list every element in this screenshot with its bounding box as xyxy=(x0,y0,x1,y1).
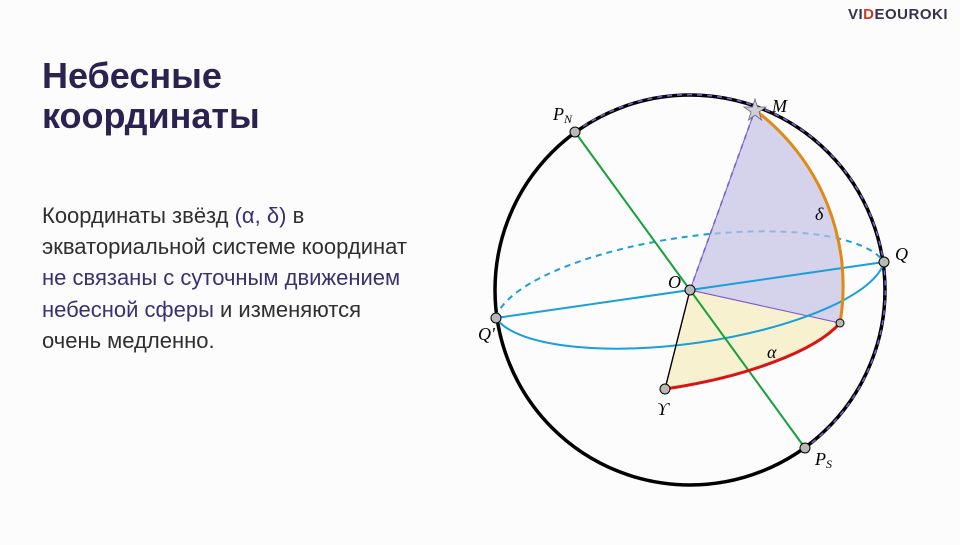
label-Qp: Q' xyxy=(478,324,496,344)
point-O xyxy=(685,285,695,295)
point-Q xyxy=(879,257,889,267)
label-delta: δ xyxy=(815,204,824,224)
watermark-post: EOUROKI xyxy=(874,6,948,23)
label-Q: Q xyxy=(895,244,908,264)
page-title: Небесные координаты xyxy=(42,56,402,135)
watermark: VIDEOUROKI xyxy=(848,6,948,23)
label-PN: PN xyxy=(552,104,573,126)
point-PS xyxy=(800,443,810,453)
label-PS: PS xyxy=(814,449,832,471)
celestial-sphere-diagram: PN PS Q Q' M O ϒ α δ xyxy=(440,40,940,540)
point-Qp xyxy=(491,313,501,323)
label-gamma: ϒ xyxy=(657,399,670,419)
label-O: O xyxy=(668,272,681,292)
caption-p2: (α, δ) xyxy=(235,203,287,228)
caption: Координаты звёзд (α, δ) в экваториальной… xyxy=(42,200,417,356)
caption-p1: Координаты звёзд xyxy=(42,203,235,228)
point-foot xyxy=(836,319,844,327)
label-alpha: α xyxy=(767,342,777,362)
label-M: M xyxy=(771,96,788,116)
watermark-pre: VI xyxy=(848,6,863,23)
point-gamma xyxy=(660,384,670,394)
watermark-d: D xyxy=(863,6,874,23)
point-PN xyxy=(570,127,580,137)
